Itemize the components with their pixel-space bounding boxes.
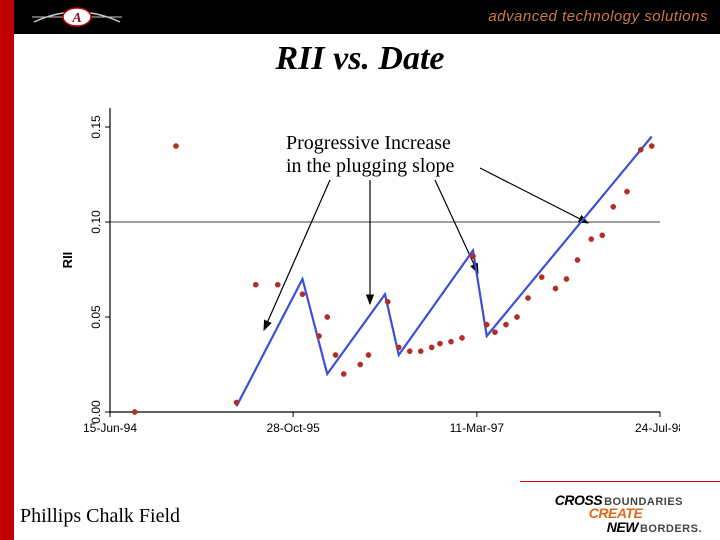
header-logo: A xyxy=(32,6,122,28)
svg-text:28-Oct-95: 28-Oct-95 xyxy=(266,421,320,435)
header-bar: A advanced technology solutions xyxy=(14,0,720,34)
footer-logo-l3: NEW xyxy=(607,519,638,535)
annotation-line2: in the plugging slope xyxy=(286,155,454,177)
svg-text:0.15: 0.15 xyxy=(89,115,103,139)
annotation-text: Progressive Increase in the plugging slo… xyxy=(282,130,458,180)
header-tagline: advanced technology solutions xyxy=(488,8,708,25)
annotation-line1: Progressive Increase xyxy=(286,132,451,154)
svg-text:0.10: 0.10 xyxy=(89,210,103,234)
page-title: RII vs. Date xyxy=(0,40,720,78)
footer-caption: Phillips Chalk Field xyxy=(20,505,180,528)
chart-container: 0.000.050.100.15RII15-Jun-9428-Oct-9511-… xyxy=(40,88,680,468)
svg-text:11-Mar-97: 11-Mar-97 xyxy=(450,421,505,435)
footer-logo: CROSSBOUNDARIES CREATE NEWBORDERS. xyxy=(555,494,702,534)
svg-text:15-Jun-94: 15-Jun-94 xyxy=(83,421,137,435)
footer-divider xyxy=(520,481,720,482)
svg-text:24-Jul-98: 24-Jul-98 xyxy=(635,421,680,435)
svg-text:A: A xyxy=(71,11,81,26)
left-red-bar xyxy=(0,0,14,540)
footer-logo-l3-tail: BORDERS. xyxy=(640,523,702,535)
svg-text:0.05: 0.05 xyxy=(89,305,103,329)
svg-text:RII: RII xyxy=(60,252,75,269)
